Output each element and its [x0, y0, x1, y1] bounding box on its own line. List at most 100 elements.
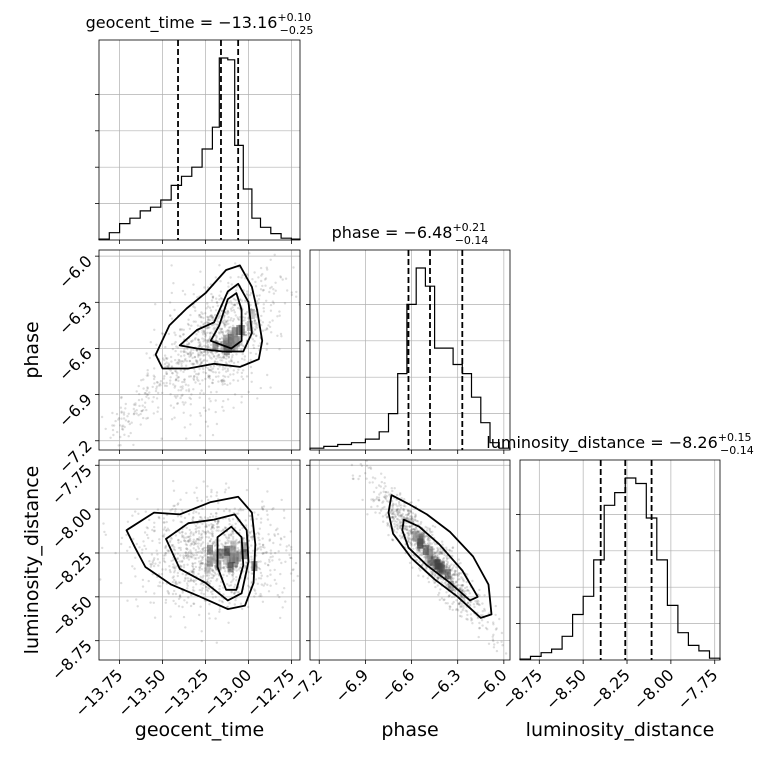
- scatter-point: [426, 538, 429, 541]
- scatter-point: [96, 421, 98, 423]
- scatter-point: [366, 513, 369, 516]
- scatter-point: [181, 591, 184, 594]
- scatter-point: [179, 389, 183, 392]
- scatter-point: [211, 381, 214, 385]
- scatter-point: [188, 359, 191, 363]
- scatter-point: [254, 322, 257, 326]
- scatter-point: [380, 472, 383, 475]
- gridlines: [310, 460, 510, 660]
- scatter-point: [443, 553, 446, 557]
- scatter-point: [438, 550, 441, 554]
- scatter-point: [250, 580, 253, 584]
- scatter-point: [175, 582, 179, 586]
- scatter-point: [227, 326, 231, 329]
- scatter-point: [210, 357, 213, 360]
- scatter-point: [173, 308, 176, 312]
- scatter-point: [252, 346, 256, 350]
- scatter-point: [441, 552, 444, 555]
- scatter-point: [245, 333, 248, 337]
- scatter-point: [215, 319, 219, 322]
- scatter-point: [264, 328, 267, 332]
- scatter-point: [140, 551, 144, 555]
- scatter-point: [223, 325, 227, 328]
- scatter-point: [171, 580, 175, 584]
- scatter-point: [197, 539, 201, 542]
- scatter-point: [223, 367, 227, 370]
- scatter-point: [104, 533, 108, 536]
- scatter-point: [190, 531, 193, 534]
- scatter-point: [200, 589, 203, 592]
- scatter-point: [240, 371, 244, 375]
- scatter-point: [433, 575, 436, 578]
- scatter-point: [200, 542, 203, 546]
- scatter-point: [403, 528, 406, 531]
- scatter-point: [218, 539, 221, 542]
- scatter-point: [428, 543, 432, 546]
- scatter-point: [459, 588, 463, 592]
- scatter-point: [144, 510, 147, 513]
- scatter-point: [237, 275, 240, 279]
- scatter-point: [250, 291, 253, 295]
- scatter-point: [211, 381, 214, 384]
- y-tick-label: −6.3: [55, 298, 96, 339]
- scatter-point: [226, 541, 230, 545]
- contour-level-3: [216, 525, 245, 591]
- density-cell: [422, 545, 429, 556]
- scatter-point: [183, 454, 185, 456]
- scatter-point: [379, 485, 382, 488]
- density-cell: [207, 544, 213, 555]
- scatter-point: [180, 521, 184, 524]
- scatter-point: [151, 528, 154, 532]
- scatter-point: [187, 323, 190, 327]
- scatter-point: [454, 589, 457, 592]
- scatter-point: [232, 572, 235, 575]
- scatter-point: [192, 586, 195, 589]
- scatter-point: [137, 414, 140, 417]
- scatter-point: [216, 520, 220, 523]
- scatter-point: [156, 508, 160, 511]
- scatter-point: [455, 584, 458, 587]
- scatter-point: [187, 539, 190, 542]
- scatter-point: [204, 332, 207, 335]
- scatter-point: [259, 386, 262, 390]
- scatter-point: [176, 552, 180, 555]
- scatter-point: [203, 338, 206, 341]
- scatter-point: [406, 525, 409, 528]
- scatter-point: [419, 522, 422, 525]
- scatter-point: [266, 518, 270, 521]
- scatter-point: [464, 609, 467, 612]
- scatter-point: [207, 531, 210, 534]
- scatter-point: [273, 253, 276, 256]
- scatter-point: [177, 605, 181, 608]
- scatter-point: [357, 477, 360, 481]
- scatter-point: [200, 568, 204, 571]
- scatter-point: [223, 322, 226, 326]
- scatter-point: [163, 384, 167, 387]
- scatter-point: [360, 464, 364, 467]
- scatter-point: [207, 317, 210, 320]
- scatter-point: [192, 572, 195, 576]
- scatter-point: [213, 541, 216, 545]
- scatter-point: [211, 367, 215, 370]
- scatter-point: [253, 589, 257, 592]
- scatter-point: [197, 538, 200, 541]
- scatter-point: [406, 513, 410, 517]
- title-minus: −0.14: [455, 234, 489, 247]
- scatter-point: [210, 590, 213, 594]
- scatter-point: [261, 505, 264, 509]
- scatter-point: [385, 512, 388, 515]
- scatter-point: [431, 573, 434, 576]
- scatter-point: [436, 576, 439, 579]
- scatter-point: [153, 382, 156, 385]
- scatter-point: [227, 356, 230, 359]
- histogram-geocent_time: [98, 57, 301, 240]
- scatter-point: [206, 326, 209, 330]
- scatter-point: [290, 556, 293, 560]
- contour-level-1: [125, 495, 257, 610]
- scatter-point: [198, 341, 202, 344]
- scatter-point: [162, 377, 166, 380]
- scatter-point: [262, 505, 266, 508]
- scatter-point: [266, 490, 269, 493]
- scatter-point: [182, 556, 185, 559]
- scatter-point: [224, 320, 228, 324]
